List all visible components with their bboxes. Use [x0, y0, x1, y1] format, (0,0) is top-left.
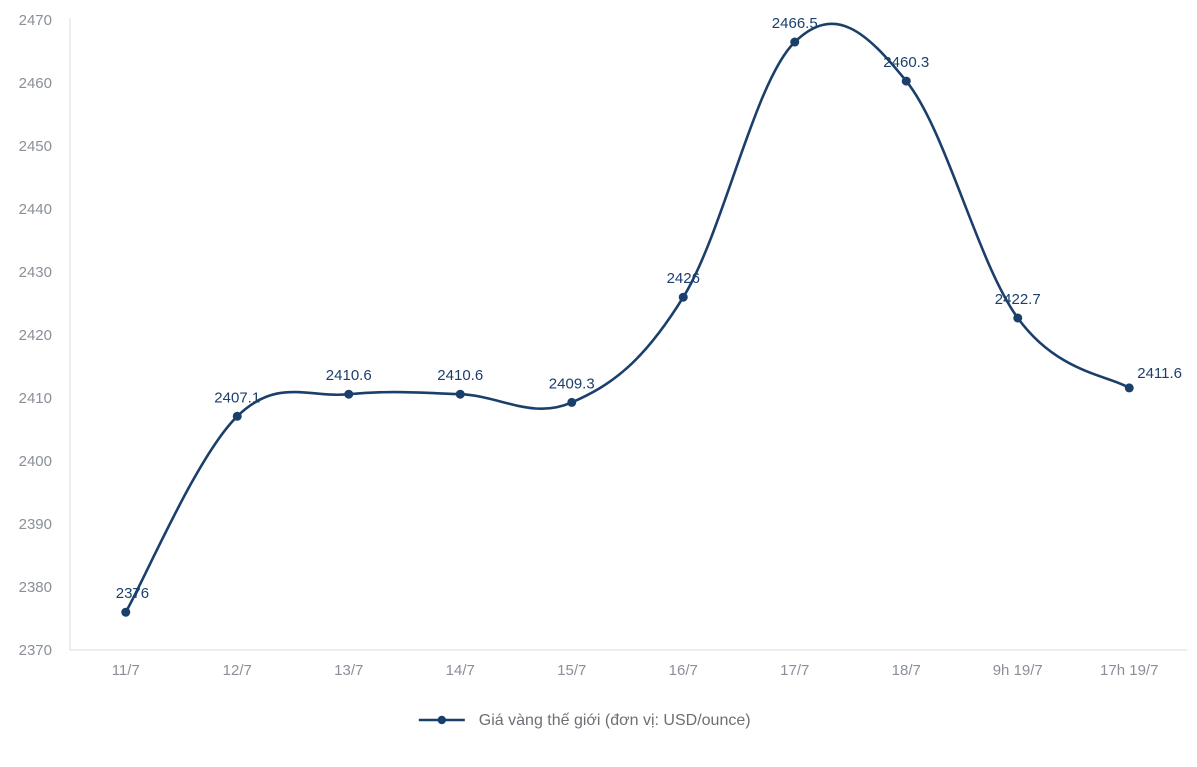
gold-price-chart: 2370 2380 2390 2400 2410 2420 2430 2440 2450 2460…: [0, 0, 1197, 767]
data-point: [121, 608, 130, 617]
data-label: 2407.1: [214, 389, 260, 406]
data-label: 2376: [116, 585, 149, 602]
y-tick-label: 2410: [19, 390, 52, 407]
x-tick-label: 9h 19/7: [993, 662, 1043, 679]
y-tick-label: 2400: [19, 453, 52, 470]
data-point: [567, 398, 576, 407]
data-label: 2426: [667, 270, 700, 287]
data-point: [233, 412, 242, 421]
data-point: [790, 38, 799, 47]
x-tick-label: 17/7: [780, 662, 809, 679]
x-tick-label: 18/7: [892, 662, 921, 679]
legend-label: Giá vàng thế giới (đơn vị: USD/ounce): [479, 712, 751, 729]
data-point: [456, 390, 465, 399]
chart-svg: 2370 2380 2390 2400 2410 2420 2430 2440 2450 2460…: [0, 0, 1197, 767]
y-tick-label: 2470: [19, 12, 52, 29]
data-label: 2460.3: [883, 54, 929, 71]
y-tick-label: 2370: [19, 642, 52, 659]
x-tick-label: 12/7: [223, 662, 252, 679]
data-label: 2410.6: [437, 367, 483, 384]
data-label: 2422.7: [995, 291, 1041, 308]
x-tick-label: 15/7: [557, 662, 586, 679]
x-tick-label: 11/7: [112, 662, 140, 679]
data-point: [1013, 313, 1022, 322]
data-point: [1125, 383, 1134, 392]
x-tick-label: 17h 19/7: [1100, 662, 1158, 679]
y-tick-label: 2450: [19, 138, 52, 155]
y-tick-label: 2440: [19, 201, 52, 218]
y-tick-label: 2430: [19, 264, 52, 281]
series-line: [126, 24, 1130, 612]
data-label: 2466.5: [772, 15, 818, 32]
x-tick-label: 13/7: [334, 662, 363, 679]
y-tick-label: 2380: [19, 579, 52, 596]
data-label: 2410.6: [326, 367, 372, 384]
data-point: [679, 293, 688, 302]
data-point: [344, 390, 353, 399]
x-tick-label: 16/7: [669, 662, 698, 679]
x-tick-label: 14/7: [446, 662, 475, 679]
y-tick-label: 2390: [19, 516, 52, 533]
data-label: 2409.3: [549, 375, 595, 392]
data-point: [902, 77, 911, 86]
data-label: 2411.6: [1137, 365, 1182, 382]
y-tick-label: 2460: [19, 75, 52, 92]
y-tick-label: 2420: [19, 327, 52, 344]
legend-marker: [438, 716, 446, 724]
